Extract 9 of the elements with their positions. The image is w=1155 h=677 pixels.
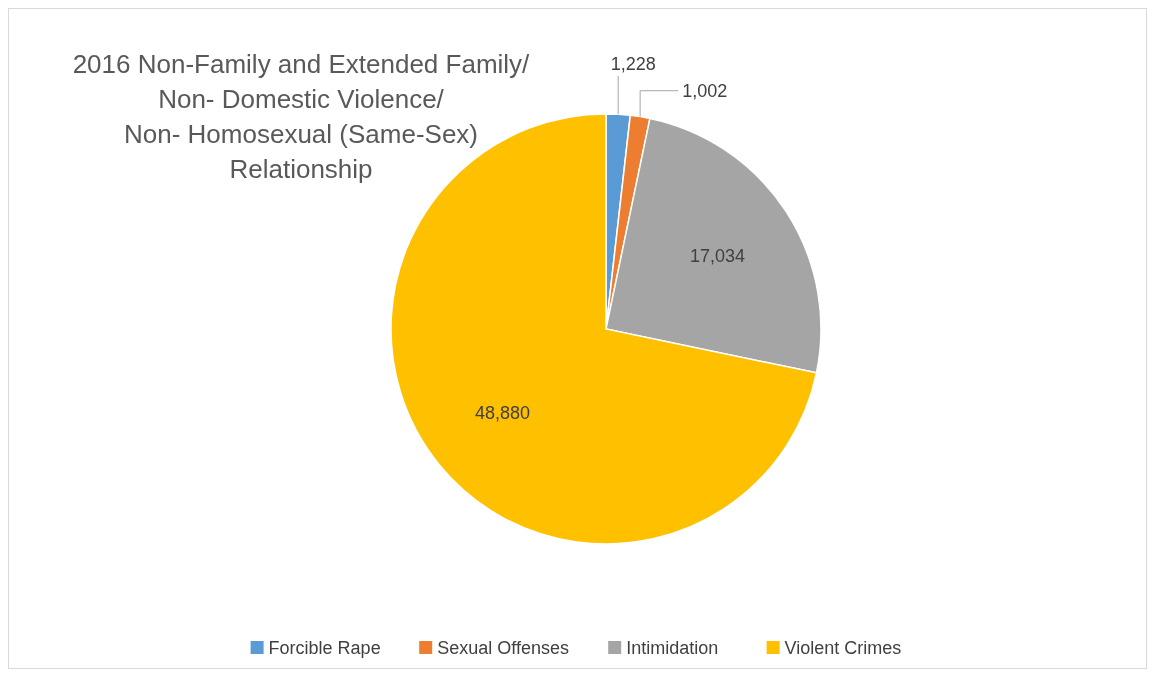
- legend-label: Violent Crimes: [784, 638, 902, 658]
- legend-label: Sexual Offenses: [437, 638, 569, 658]
- text: 2016 Non-Family and Extended Family/ Non- Domestic Violence/ Non- Homosexual (Same-Sex) Relationship: [72, 49, 531, 184]
- legend-label: Forcible Rape: [268, 638, 381, 658]
- data-label: 1,002: [682, 80, 728, 101]
- data-label: 17,034: [689, 245, 746, 266]
- data-label: 1,228: [610, 54, 656, 74]
- legend-label: Intimidation: [626, 638, 719, 658]
- data-label: 48,880: [475, 403, 531, 424]
